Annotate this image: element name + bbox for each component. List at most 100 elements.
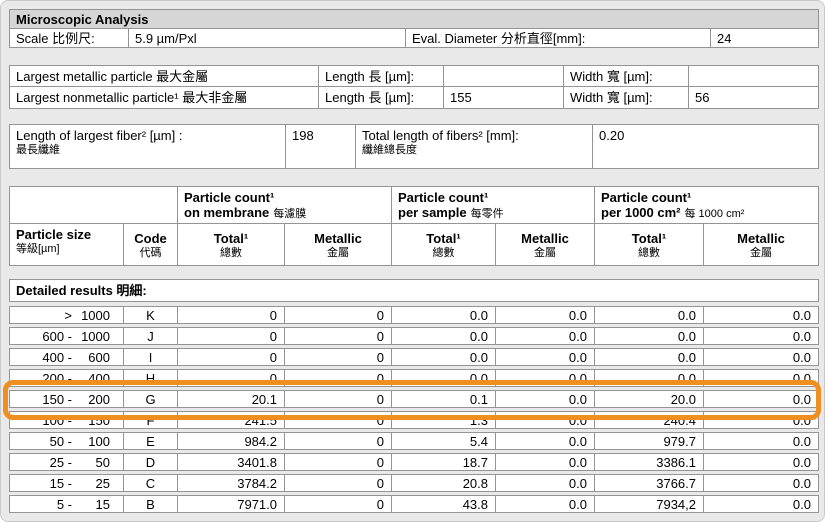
value-cell: 0.0 [704, 474, 819, 492]
value-cell: 0.0 [496, 411, 595, 429]
value-cell: 984.2 [178, 432, 285, 450]
value-cell: 20.8 [392, 474, 496, 492]
value-cell: 0.0 [704, 327, 819, 345]
value-cell: 0.0 [496, 474, 595, 492]
fiber-table: Length of largest fiber² [µm] : 最長纖維 198… [9, 124, 819, 169]
code-cell: I [124, 348, 178, 366]
particle-size-cell: 50 -100 [9, 432, 124, 450]
metallic-header: Metallic 金屬 [496, 224, 595, 266]
length-label: Length 長 [µm]: [319, 65, 444, 87]
length-value [444, 65, 564, 87]
table-row: 400 -600 I 0 0 0.0 0.0 0.0 0.0 [9, 348, 819, 366]
table-row: Largest metallic particle 最大金屬 Length 長 … [9, 65, 819, 87]
code-cell: J [124, 327, 178, 345]
table-row: 15 -25 C 3784.2 0 20.8 0.0 3766.7 0.0 [9, 474, 819, 492]
table-row: 100 -150 F 241.5 0 1.3 0.0 240.4 0.0 [9, 411, 819, 429]
value-cell: 0.0 [496, 390, 595, 408]
value-cell: 0.0 [704, 390, 819, 408]
particle-size-cell: 200 -400 [9, 369, 124, 387]
value-cell: 0.0 [704, 495, 819, 513]
particle-size-cell: >1000 [9, 306, 124, 324]
empty-corner-cell [9, 186, 178, 224]
width-value [689, 65, 819, 87]
particle-size-cell: 25 -50 [9, 453, 124, 471]
value-cell: 0.0 [595, 306, 704, 324]
value-cell: 0 [285, 474, 392, 492]
value-cell: 0.0 [595, 369, 704, 387]
detailed-results-title: Detailed results 明細: [9, 279, 819, 302]
code-cell: C [124, 474, 178, 492]
value-cell: 0.0 [496, 306, 595, 324]
value-cell: 0.0 [704, 306, 819, 324]
value-cell: 0.0 [496, 495, 595, 513]
detailed-results-bar: Detailed results 明細: [9, 279, 819, 302]
value-cell: 0 [285, 327, 392, 345]
value-cell: 0.0 [496, 348, 595, 366]
count-per-1000cm2-header: Particle count¹ per 1000 cm² 每 1000 cm² [595, 186, 819, 224]
value-cell: 7934,2 [595, 495, 704, 513]
value-cell: 0 [285, 453, 392, 471]
largest-nonmetallic-label: Largest nonmetallic particle¹ 最大非金屬 [9, 87, 319, 109]
eval-diameter-value: 24 [711, 29, 819, 48]
value-cell: 0.0 [704, 348, 819, 366]
total-fiber-label: Total length of fibers² [mm]: 纖維總長度 [356, 124, 593, 169]
total-header: Total¹ 總數 [392, 224, 496, 266]
value-cell: 20.0 [595, 390, 704, 408]
code-cell: B [124, 495, 178, 513]
value-cell: 0 [178, 348, 285, 366]
particle-size-cell: 400 -600 [9, 348, 124, 366]
value-cell: 0 [285, 432, 392, 450]
table-row: Largest nonmetallic particle¹ 最大非金屬 Leng… [9, 87, 819, 109]
code-cell: K [124, 306, 178, 324]
value-cell: 0.0 [392, 348, 496, 366]
detailed-rows: >1000 K 0 0 0.0 0.0 0.0 0.0 600 -1000 J 0 0 0.0 0.0 0.… [9, 306, 819, 516]
scale-value: 5.9 µm/Pxl [129, 29, 406, 48]
metallic-header: Metallic 金屬 [704, 224, 819, 266]
table-row: 50 -100 E 984.2 0 5.4 0.0 979.7 0.0 [9, 432, 819, 450]
value-cell: 1.3 [392, 411, 496, 429]
value-cell: 0.0 [704, 432, 819, 450]
value-cell: 3784.2 [178, 474, 285, 492]
particle-size-cell: 100 -150 [9, 411, 124, 429]
code-cell: G [124, 390, 178, 408]
value-cell: 0.0 [595, 348, 704, 366]
length-label: Length 長 [µm]: [319, 87, 444, 109]
particle-size-cell: 5 -15 [9, 495, 124, 513]
value-cell: 979.7 [595, 432, 704, 450]
particle-size-cell: 150 -200 [9, 390, 124, 408]
value-cell: 0 [178, 306, 285, 324]
value-cell: 3401.8 [178, 453, 285, 471]
value-cell: 3766.7 [595, 474, 704, 492]
table-row: >1000 K 0 0 0.0 0.0 0.0 0.0 [9, 306, 819, 324]
value-cell: 18.7 [392, 453, 496, 471]
counts-header-table: Particle count¹ on membrane 每濾膜 Particle … [9, 186, 819, 266]
value-cell: 0.0 [704, 369, 819, 387]
value-cell: 0 [285, 390, 392, 408]
particle-size-cell: 15 -25 [9, 474, 124, 492]
page-title: Microscopic Analysis [16, 11, 149, 27]
value-cell: 0.0 [392, 369, 496, 387]
value-cell: 0 [285, 348, 392, 366]
largest-metallic-label: Largest metallic particle 最大金屬 [9, 65, 319, 87]
code-cell: H [124, 369, 178, 387]
value-cell: 0 [285, 306, 392, 324]
value-cell: 0.0 [496, 369, 595, 387]
count-per-sample-header: Particle count¹ per sample 每零件 [392, 186, 595, 224]
eval-diameter-label: Eval. Diameter 分析直徑[mm]: [406, 29, 711, 48]
total-header: Total¹ 總數 [595, 224, 704, 266]
value-cell: 0.0 [496, 432, 595, 450]
count-on-membrane-header: Particle count¹ on membrane 每濾膜 [178, 186, 392, 224]
total-fiber-value: 0.20 [593, 124, 819, 169]
width-label: Width 寬 [µm]: [564, 87, 689, 109]
value-cell: 43.8 [392, 495, 496, 513]
value-cell: 0 [285, 411, 392, 429]
value-cell: 0 [285, 369, 392, 387]
width-label: Width 寬 [µm]: [564, 65, 689, 87]
scale-table: Microscopic Analysis Scale 比例尺: 5.9 µm/P… [9, 9, 819, 48]
metallic-header: Metallic 金屬 [285, 224, 392, 266]
report-title-bar: Microscopic Analysis [9, 9, 819, 29]
table-row: 600 -1000 J 0 0 0.0 0.0 0.0 0.0 [9, 327, 819, 345]
value-cell: 0 [285, 495, 392, 513]
particle-size-header: Particle size 等級[µm] [9, 224, 124, 266]
